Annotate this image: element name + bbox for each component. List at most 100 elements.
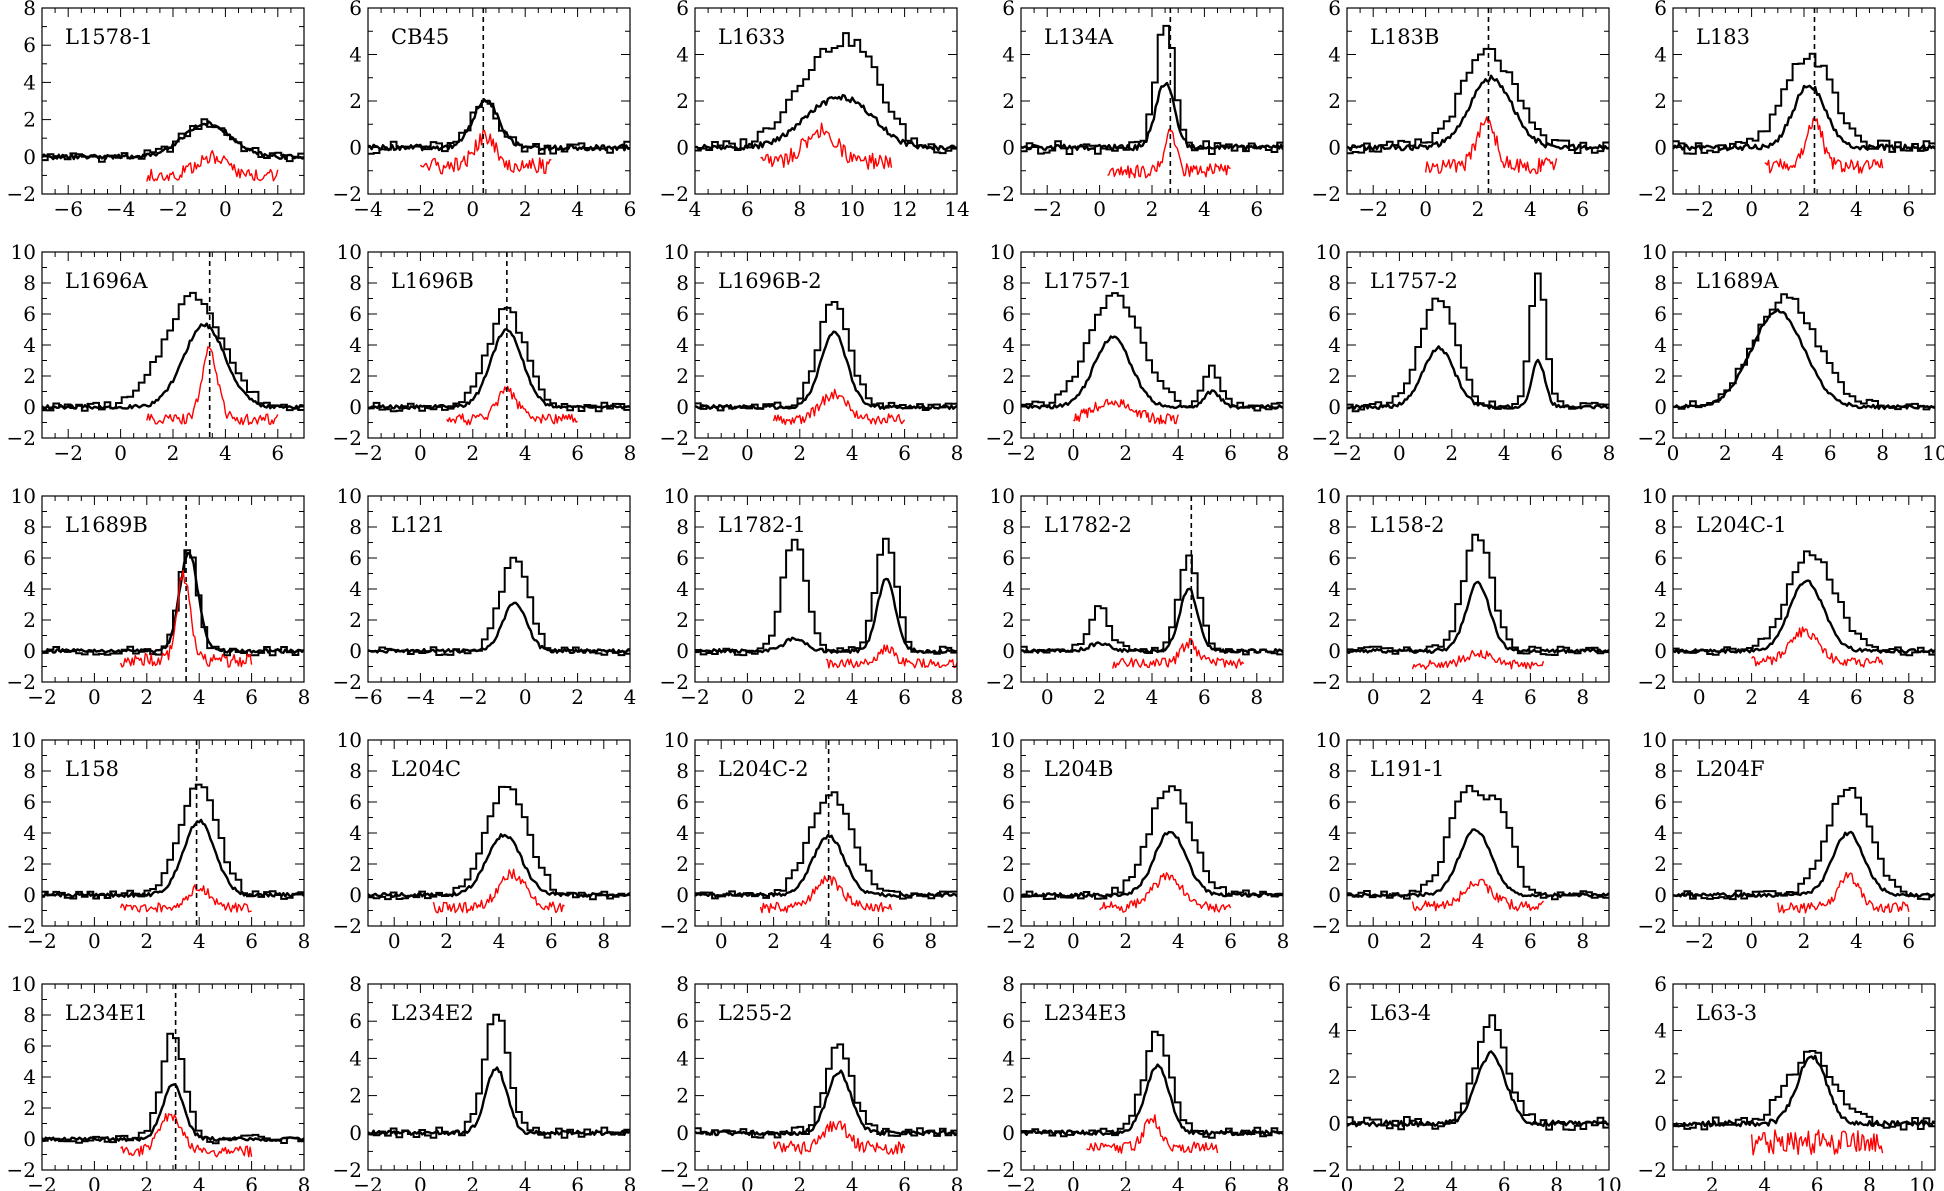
red-spectrum (1073, 398, 1179, 425)
x-tick-label: 4 (1445, 1173, 1458, 1191)
y-tick-label: 10 (11, 728, 36, 752)
y-tick-label: −2 (660, 426, 689, 450)
x-tick-label: 4 (1850, 197, 1863, 221)
x-tick-label: 2 (140, 1173, 153, 1191)
x-tick-label: 10 (1922, 441, 1944, 465)
panel-l1696b: −2 0 2 4 6 8 −2 0 2 4 6 8 10 L1696B (333, 240, 637, 465)
x-tick-label: 6 (271, 441, 284, 465)
y-tick-label: 8 (1002, 972, 1015, 996)
y-tick-label: 4 (23, 70, 36, 94)
y-tick-label: 6 (676, 546, 689, 570)
histogram-spectrum (695, 791, 957, 900)
x-tick-label: 6 (624, 197, 637, 221)
y-tick-label: 2 (1002, 364, 1015, 388)
y-tick-label: 6 (349, 546, 362, 570)
plot-area (1021, 1030, 1283, 1154)
x-tick-label: −2 (1358, 197, 1387, 221)
y-tick-label: −2 (986, 1158, 1015, 1182)
x-tick-label: −4 (353, 197, 382, 221)
smooth-spectrum (368, 327, 630, 410)
x-tick-label: 8 (624, 441, 637, 465)
x-tick-label: 6 (898, 1173, 911, 1191)
red-spectrum (1764, 117, 1884, 174)
x-tick-label: 6 (1224, 441, 1237, 465)
x-tick-label: 0 (1419, 197, 1432, 221)
y-tick-label: 0 (1002, 395, 1015, 419)
histogram-spectrum (695, 537, 957, 657)
y-tick-label: 4 (349, 577, 362, 601)
x-tick-label: 6 (1811, 1173, 1824, 1191)
y-tick-label: −2 (333, 426, 362, 450)
x-tick-label: 6 (1224, 1173, 1237, 1191)
histogram-spectrum (1021, 785, 1283, 900)
panel-title: L1696B-2 (718, 269, 822, 293)
x-tick-label: 8 (1576, 685, 1589, 709)
y-tick-label: 0 (1002, 639, 1015, 663)
y-tick-label: −2 (660, 914, 689, 938)
plot-area (1673, 550, 1935, 668)
y-tick-label: 6 (1002, 1009, 1015, 1033)
y-tick-label: 4 (1002, 821, 1015, 845)
plot-area (695, 791, 957, 914)
plot-area (695, 301, 957, 426)
x-tick-label: 6 (1824, 441, 1837, 465)
panel-title: L1689B (65, 513, 148, 537)
y-tick-label: 4 (23, 821, 36, 845)
y-tick-label: 8 (1328, 271, 1341, 295)
y-tick-label: 2 (23, 852, 36, 876)
x-tick-label: 2 (1119, 441, 1132, 465)
red-spectrum (146, 346, 279, 426)
y-tick-label: 4 (1328, 333, 1341, 357)
panel-title: L1782-1 (718, 513, 806, 537)
x-tick-label: 10 (1909, 1173, 1934, 1191)
x-tick-label: −2 (353, 1173, 382, 1191)
y-tick-label: 6 (349, 0, 362, 20)
y-tick-label: 4 (1328, 577, 1341, 601)
x-tick-label: 4 (846, 1173, 859, 1191)
x-tick-label: −2 (27, 685, 56, 709)
smooth-spectrum (1021, 335, 1283, 410)
smooth-spectrum (1347, 580, 1609, 654)
y-tick-label: 10 (990, 728, 1015, 752)
plot-area (1347, 47, 1609, 175)
y-tick-label: 8 (23, 0, 36, 20)
x-tick-label: 4 (1172, 441, 1185, 465)
y-tick-label: 0 (23, 1127, 36, 1151)
panel-l191-1: 0 2 4 6 8 −2 0 2 4 6 8 10 L191-1 (1312, 728, 1610, 953)
y-tick-label: 0 (676, 883, 689, 907)
y-tick-label: 4 (349, 821, 362, 845)
y-tick-label: 4 (1654, 333, 1667, 357)
y-tick-label: 8 (1002, 515, 1015, 539)
y-tick-label: 8 (23, 759, 36, 783)
panel-l234e1: −2 0 2 4 6 8 −2 0 2 4 6 8 10 L234E1 (7, 972, 311, 1191)
y-tick-label: 0 (1328, 395, 1341, 419)
y-tick-label: 10 (664, 728, 689, 752)
plot-area (1021, 785, 1283, 913)
smooth-spectrum (1347, 74, 1609, 152)
x-tick-label: −2 (27, 1173, 56, 1191)
x-tick-label: 2 (1719, 441, 1732, 465)
red-spectrum (759, 875, 893, 914)
y-tick-label: 2 (349, 89, 362, 113)
y-tick-label: −2 (333, 1158, 362, 1182)
x-tick-label: 4 (1498, 441, 1511, 465)
panel-l1633: 4 6 8 10 12 14 −2 0 2 4 6 L1633 (660, 0, 970, 221)
y-tick-label: 10 (1642, 240, 1667, 264)
red-spectrum (1107, 128, 1231, 179)
x-tick-label: −2 (1006, 929, 1035, 953)
y-tick-label: 8 (349, 515, 362, 539)
smooth-spectrum (42, 322, 304, 410)
x-tick-label: 0 (88, 685, 101, 709)
panel-title: L183B (1370, 25, 1439, 49)
x-tick-label: −6 (53, 197, 82, 221)
histogram-spectrum (368, 1013, 630, 1139)
smooth-spectrum (42, 120, 304, 161)
red-spectrum (119, 569, 253, 668)
panel-title: L1578-1 (65, 25, 153, 49)
plot-area (368, 1013, 630, 1139)
plot-area (1021, 292, 1283, 425)
y-tick-label: 2 (1328, 852, 1341, 876)
y-tick-label: −2 (7, 426, 36, 450)
